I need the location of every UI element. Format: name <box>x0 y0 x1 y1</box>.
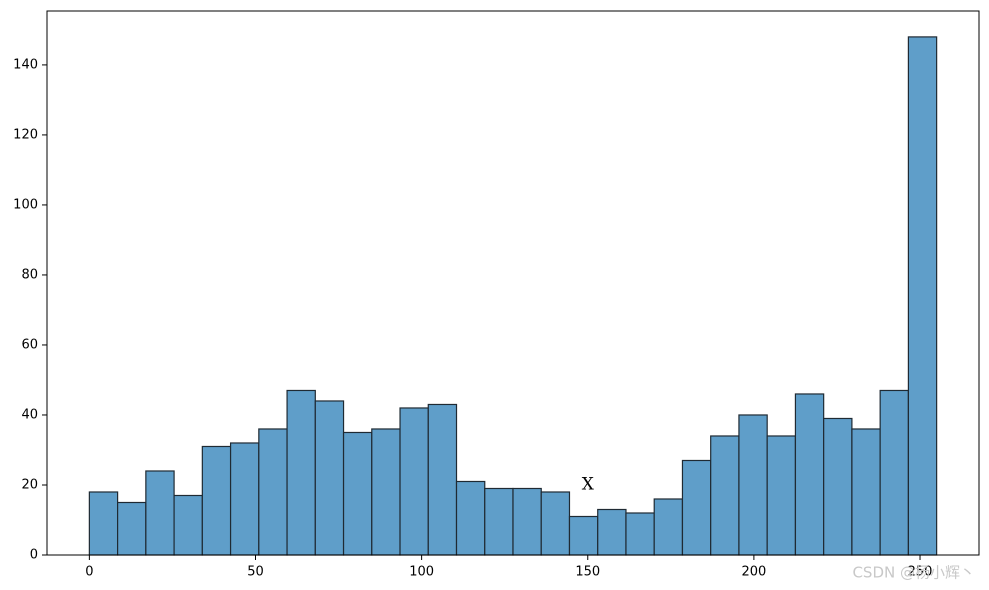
y-tick-label: 20 <box>21 477 38 492</box>
bar <box>399 407 429 556</box>
x-tick-label: 0 <box>85 565 93 580</box>
y-tick-label: 120 <box>13 127 38 142</box>
bar <box>145 470 175 556</box>
plot-frame <box>46 10 980 556</box>
bar <box>117 501 147 556</box>
y-tick-label: 80 <box>21 267 38 282</box>
bar <box>568 515 599 556</box>
bar <box>173 494 203 556</box>
bar <box>653 498 684 556</box>
watermark: CSDN @杨小辉丶 <box>852 564 975 582</box>
y-tick-label: 0 <box>30 548 38 563</box>
bar <box>201 445 232 556</box>
y-tick-label: 140 <box>13 57 38 72</box>
bar <box>427 403 458 556</box>
y-tick-label: 40 <box>21 407 38 422</box>
bar <box>625 512 655 556</box>
annotation: X <box>582 474 595 494</box>
bar <box>455 480 486 556</box>
bar <box>314 400 345 556</box>
bar <box>342 431 373 556</box>
bar <box>540 491 571 556</box>
bar <box>823 417 853 556</box>
bar <box>738 414 768 556</box>
bar <box>371 428 401 556</box>
x-tick-label: 200 <box>741 565 766 580</box>
bar <box>907 36 938 556</box>
bar <box>879 389 909 556</box>
bar <box>229 442 260 556</box>
x-tick-label: 250 <box>908 565 933 580</box>
bar <box>851 428 881 556</box>
y-tick-label: 60 <box>21 337 38 352</box>
bar <box>766 435 797 556</box>
x-tick-label: 100 <box>409 565 434 580</box>
bar <box>681 459 712 556</box>
bar <box>597 508 627 556</box>
bar <box>258 428 288 556</box>
y-tick-label: 100 <box>13 197 38 212</box>
bar <box>484 487 514 556</box>
bar <box>512 487 542 556</box>
x-tick-label: 50 <box>247 565 264 580</box>
bar <box>286 389 316 556</box>
x-tick-label: 150 <box>575 565 600 580</box>
bar <box>710 435 740 556</box>
bar <box>88 491 119 556</box>
bar <box>794 393 825 556</box>
